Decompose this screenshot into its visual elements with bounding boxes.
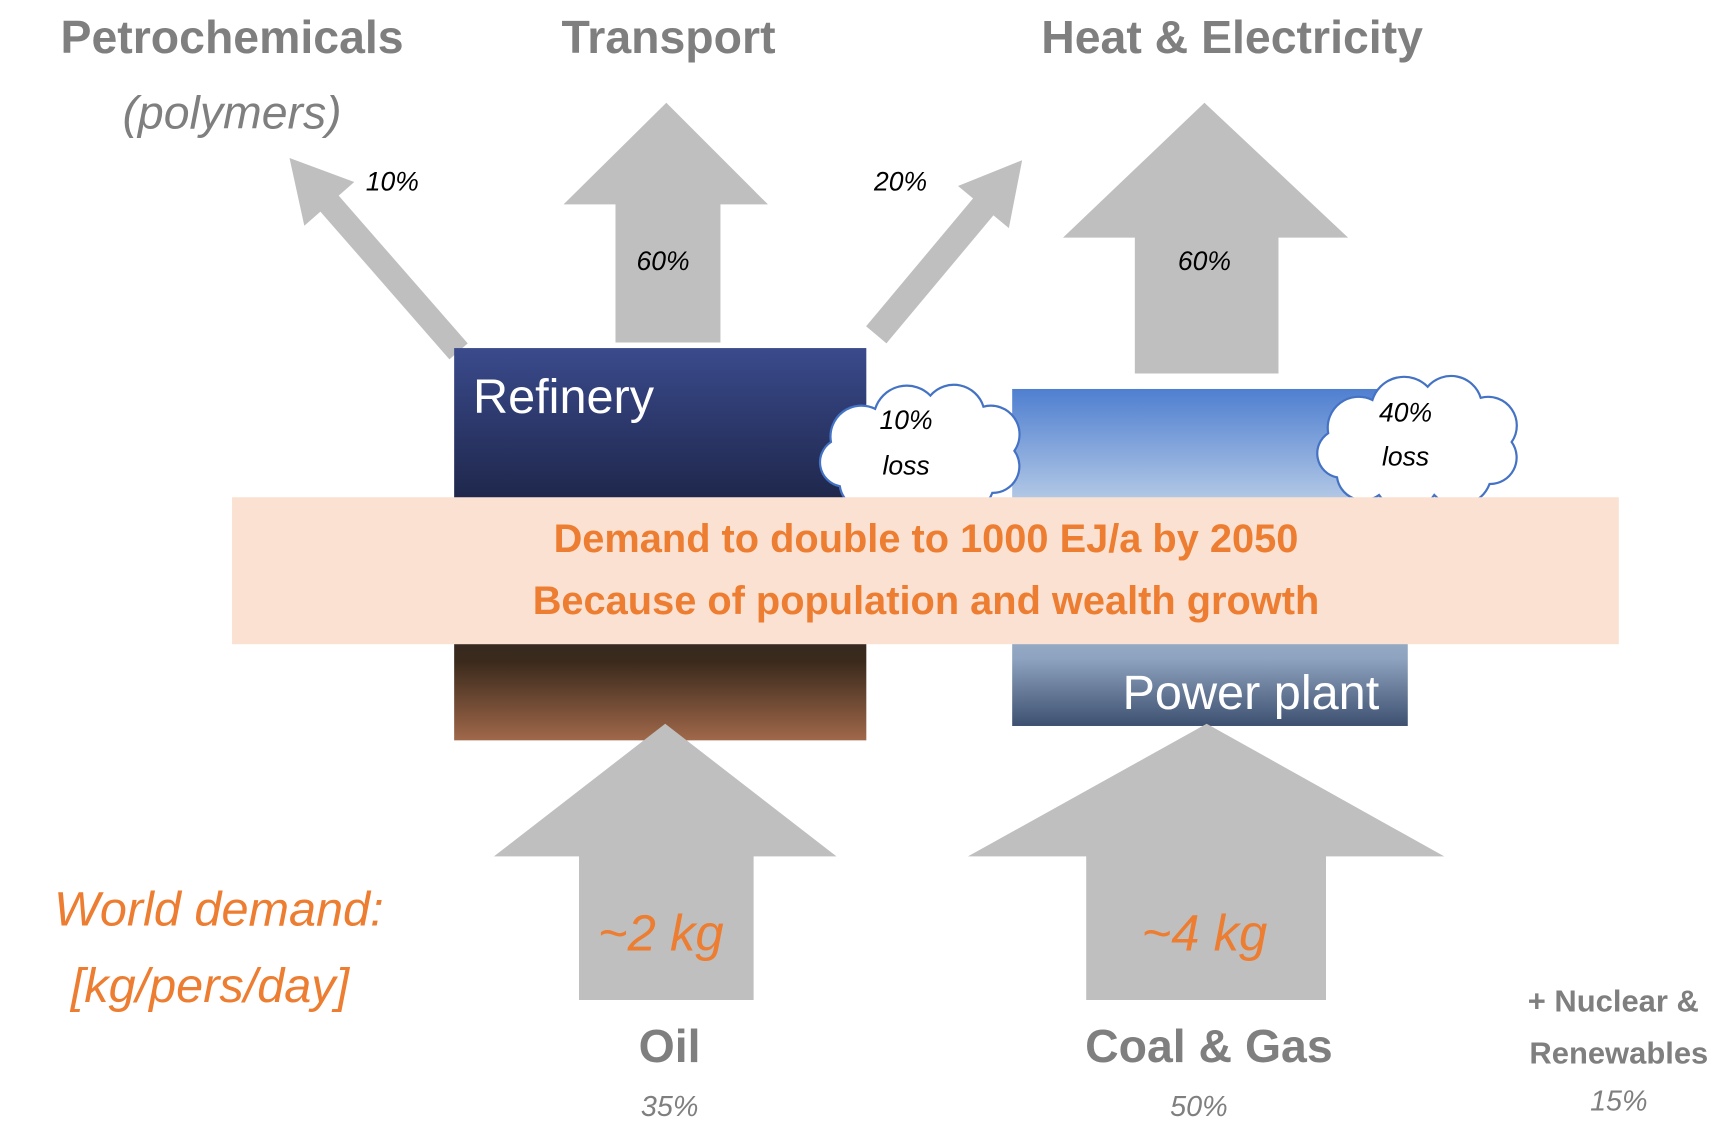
source-name: Coal & Gas [1085, 1020, 1333, 1072]
arrow-oil [493, 723, 837, 1001]
source-share: 35% [641, 1091, 698, 1123]
banner [232, 497, 1619, 645]
world-demand: [kg/pers/day] [70, 959, 351, 1013]
source-share: 15% [1590, 1085, 1647, 1117]
source-name: Renewables [1529, 1035, 1708, 1070]
source-amount: ~2 kg [598, 904, 724, 961]
source-name: Oil [639, 1020, 701, 1072]
banner-text: Because of population and wealth growth [533, 579, 1320, 623]
label: Heat & Electricity [1041, 11, 1423, 63]
loss: 10% [880, 405, 933, 435]
label: (polymers) [122, 86, 341, 138]
flow-share: 10% [366, 166, 419, 196]
loss: loss [1382, 442, 1429, 472]
label: Petrochemicals [61, 11, 404, 63]
arrow-petrochemicals [289, 158, 468, 360]
flow-share: 60% [636, 246, 689, 276]
arrow-transport [563, 102, 768, 343]
arrow-refinery-to-heat [866, 160, 1023, 344]
arrow-coal-gas [967, 723, 1445, 1001]
source-amount: ~4 kg [1142, 904, 1268, 961]
loss: loss [883, 450, 930, 480]
plant-label: Power plant [1123, 666, 1380, 720]
arrow-heat [1063, 102, 1349, 374]
loss: 40% [1379, 397, 1432, 427]
label: Transport [562, 11, 776, 63]
banner-text: Demand to double to 1000 EJ/a by 2050 [554, 517, 1299, 561]
flow-share: 60% [1178, 246, 1231, 276]
source-share: 50% [1170, 1091, 1227, 1123]
world-demand: World demand: [54, 883, 384, 937]
source-name: + Nuclear & [1528, 984, 1699, 1019]
flow-share: 20% [873, 166, 927, 196]
plant-label: Refinery [473, 370, 655, 424]
